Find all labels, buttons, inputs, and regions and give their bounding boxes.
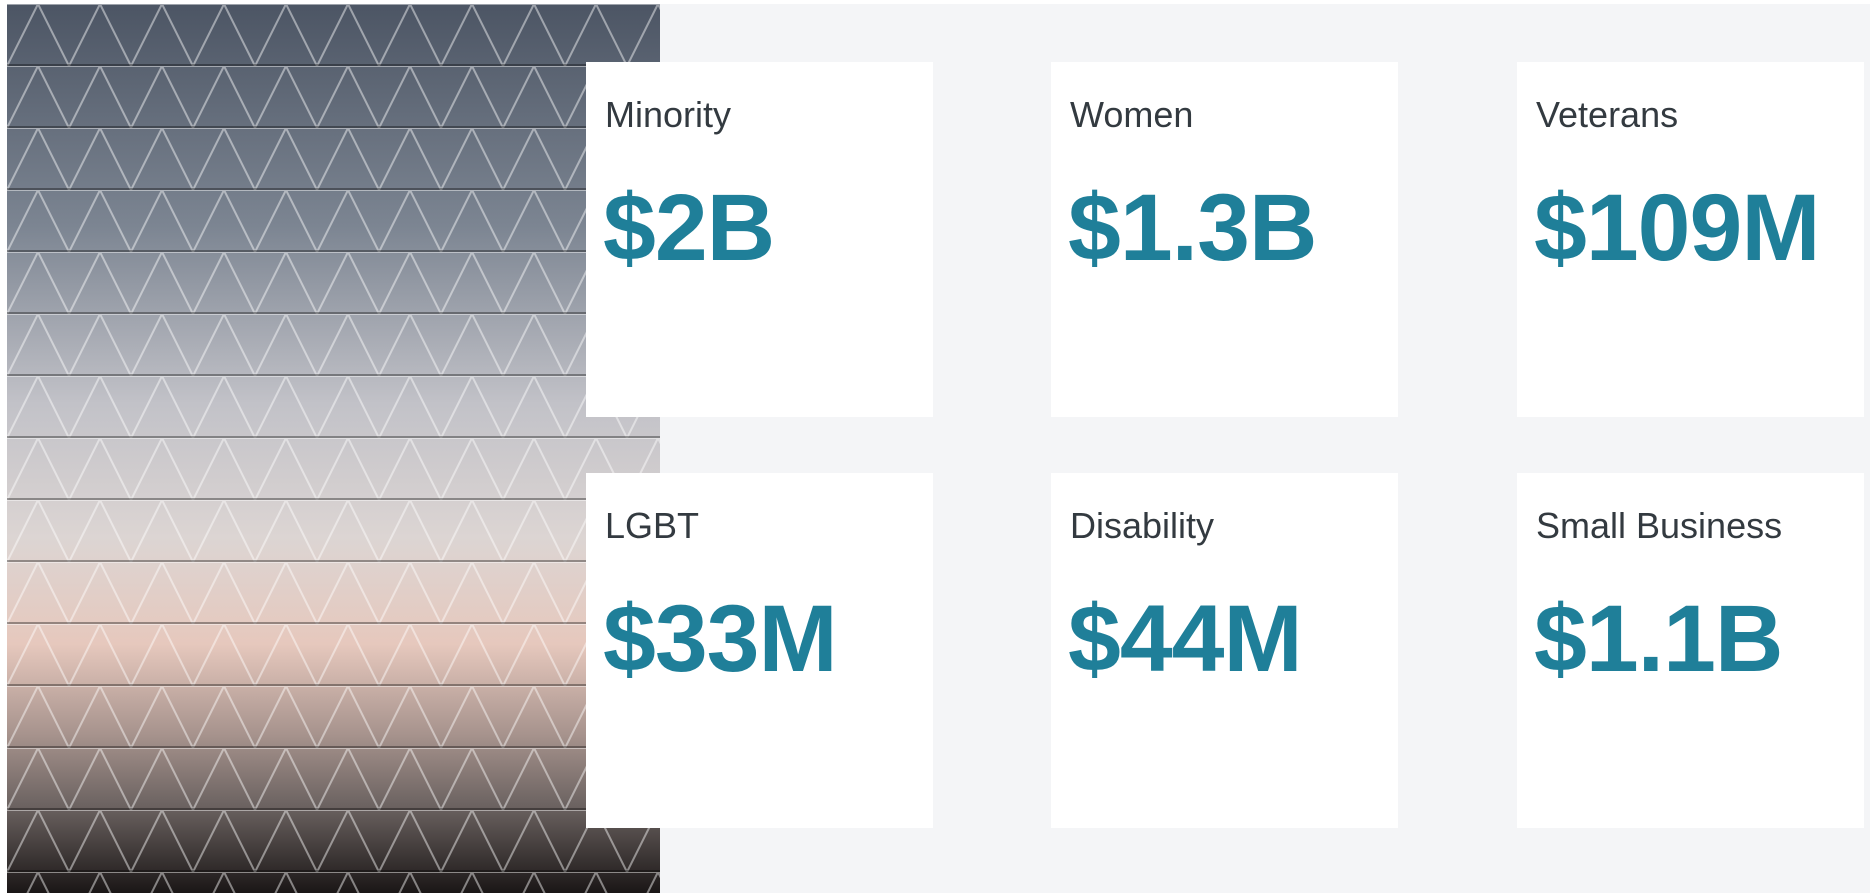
card-value: $1.1B bbox=[1534, 585, 1783, 694]
page: Minority $2B Women $1.3B Veterans $109M LGBT $3… bbox=[0, 0, 1870, 893]
card-value: $1.3B bbox=[1068, 174, 1317, 283]
decorative-photo bbox=[7, 4, 660, 893]
card-label: Disability bbox=[1070, 505, 1214, 547]
card-value: $33M bbox=[603, 585, 837, 694]
card-label: LGBT bbox=[605, 505, 699, 547]
stat-card: Minority $2B bbox=[586, 62, 933, 417]
card-label: Minority bbox=[605, 94, 731, 136]
stat-card: LGBT $33M bbox=[586, 473, 933, 828]
card-value: $44M bbox=[1068, 585, 1302, 694]
card-value: $109M bbox=[1534, 174, 1819, 283]
card-label: Veterans bbox=[1536, 94, 1678, 136]
stat-card: Veterans $109M bbox=[1517, 62, 1864, 417]
card-value: $2B bbox=[603, 174, 774, 283]
stat-card: Small Business $1.1B bbox=[1517, 473, 1864, 828]
card-label: Women bbox=[1070, 94, 1193, 136]
stat-card: Women $1.3B bbox=[1051, 62, 1398, 417]
stat-card: Disability $44M bbox=[1051, 473, 1398, 828]
card-label: Small Business bbox=[1536, 505, 1782, 547]
